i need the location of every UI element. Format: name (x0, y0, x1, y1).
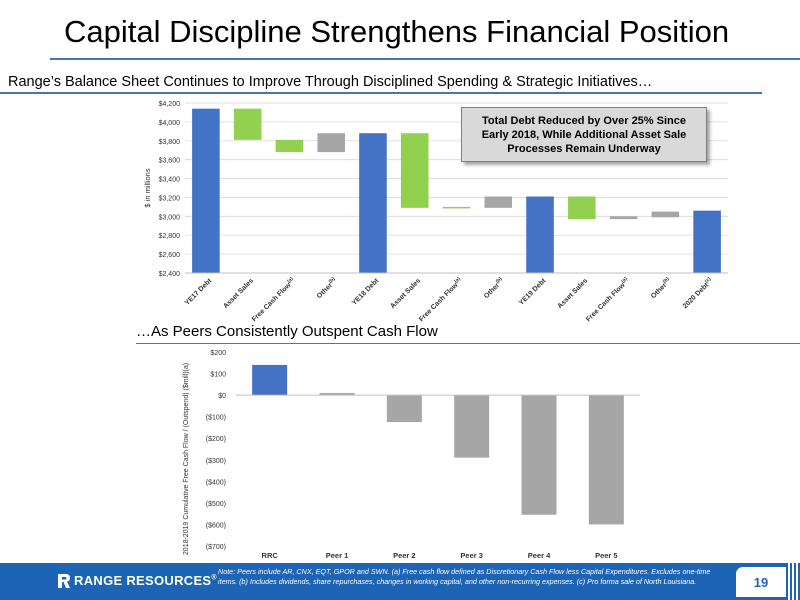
y-tick-label: $4,000 (159, 120, 181, 127)
waterfall-bar (568, 196, 596, 220)
waterfall-bar (609, 216, 638, 220)
x-tick-label: Peer 4 (528, 551, 551, 560)
y-tick-label: ($300) (206, 458, 226, 465)
footnote: Note: Peers include AR, CNX, EQT, GPOR a… (218, 567, 711, 586)
waterfall-bar (275, 139, 304, 153)
title-divider (50, 58, 800, 60)
x-tick-label: Peer 2 (393, 551, 416, 560)
debt-waterfall-chart: $2,400 $2,600 $2,800 $3,000 $3,200 $3,400 $3,6… (143, 101, 728, 323)
range-logo-icon (58, 573, 70, 588)
x-tick-label: Peer 3 (460, 551, 483, 560)
footer-stripes (786, 563, 800, 600)
subtitle2-divider (136, 343, 800, 344)
y-tick-label: $3,200 (159, 195, 181, 202)
y-tick-label: $100 (210, 372, 226, 379)
peer-cash-flow-chart: ($700) ($600) ($500) ($400) ($300) ($200) ($10… (183, 350, 640, 560)
section-subtitle: Range’s Balance Sheet Continues to Impro… (8, 74, 653, 90)
y-tick-label: ($600) (206, 522, 226, 529)
x-tick-label: Peer 1 (326, 551, 349, 560)
footer-bar: RANGE RESOURCES® Note: Peers include AR,… (0, 563, 800, 600)
range-resources-logo: RANGE RESOURCES® (58, 573, 217, 588)
peer-bar (454, 395, 490, 458)
y-tick-label: ($700) (206, 544, 226, 551)
peer-bar (319, 392, 355, 396)
waterfall-bar (233, 108, 262, 140)
peer-bar (252, 364, 288, 396)
waterfall-bar (359, 133, 387, 273)
subtitle-divider (0, 92, 762, 94)
waterfall-bar (317, 133, 345, 153)
page-title: Capital Discipline Strengthens Financial… (64, 14, 730, 49)
section-subtitle-2: …As Peers Consistently Outspent Cash Flo… (136, 323, 442, 340)
peer-bar (588, 395, 624, 525)
page-number: 19 (736, 567, 786, 597)
waterfall-bar (400, 133, 429, 208)
waterfall-bar (484, 196, 513, 208)
y-tick-label: $200 (210, 350, 226, 357)
y-tick-label: $0 (218, 393, 226, 400)
peer-bar (521, 395, 557, 515)
logo-text: RANGE RESOURCES® (74, 573, 217, 588)
waterfall-bar (693, 210, 721, 273)
y-tick-label: $2,400 (159, 271, 181, 278)
y-tick-label: ($200) (206, 436, 226, 443)
y-tick-label: $2,800 (159, 233, 181, 240)
waterfall-bar (651, 211, 680, 218)
y-tick-label: ($500) (206, 501, 226, 508)
peer-bar (386, 395, 422, 423)
y-tick-label: $3,800 (159, 139, 181, 146)
y-tick-label: $4,200 (159, 101, 181, 108)
waterfall-bar (526, 196, 554, 273)
y-tick-label: ($400) (206, 479, 226, 486)
y-tick-label: $3,400 (159, 177, 181, 184)
y-tick-label: $3,000 (159, 214, 181, 221)
x-tick-label: Peer 5 (595, 551, 618, 560)
y-tick-label: $3,600 (159, 158, 181, 165)
y-axis-label: $ in millions (143, 168, 152, 207)
waterfall-bar (192, 108, 220, 274)
y-axis-label: 2018-2019 Cumulative Free Cash Flow / (O… (183, 363, 190, 555)
waterfall-bar (442, 206, 471, 209)
x-tick-label: RRC (262, 551, 279, 560)
debt-reduction-callout: Total Debt Reduced by Over 25% Since Ear… (461, 107, 707, 162)
y-tick-label: ($100) (206, 415, 226, 422)
y-tick-label: $2,600 (159, 252, 181, 259)
